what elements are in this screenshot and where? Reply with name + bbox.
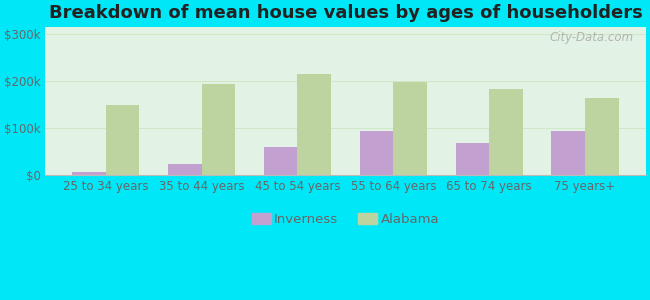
Bar (489, 89, 523, 176)
Bar (72, 172, 106, 176)
Title: Breakdown of mean house values by ages of householders: Breakdown of mean house values by ages o… (49, 4, 642, 22)
Bar (106, 105, 139, 176)
Bar (202, 84, 235, 176)
Legend: Inverness, Alabama: Inverness, Alabama (246, 208, 445, 231)
Bar (551, 131, 585, 176)
Bar (168, 164, 202, 175)
Bar (264, 147, 298, 176)
Text: City-Data.com: City-Data.com (550, 31, 634, 44)
Bar (298, 74, 331, 176)
Bar (585, 98, 619, 176)
Bar (359, 130, 393, 176)
Bar (393, 82, 427, 176)
Bar (456, 143, 489, 176)
